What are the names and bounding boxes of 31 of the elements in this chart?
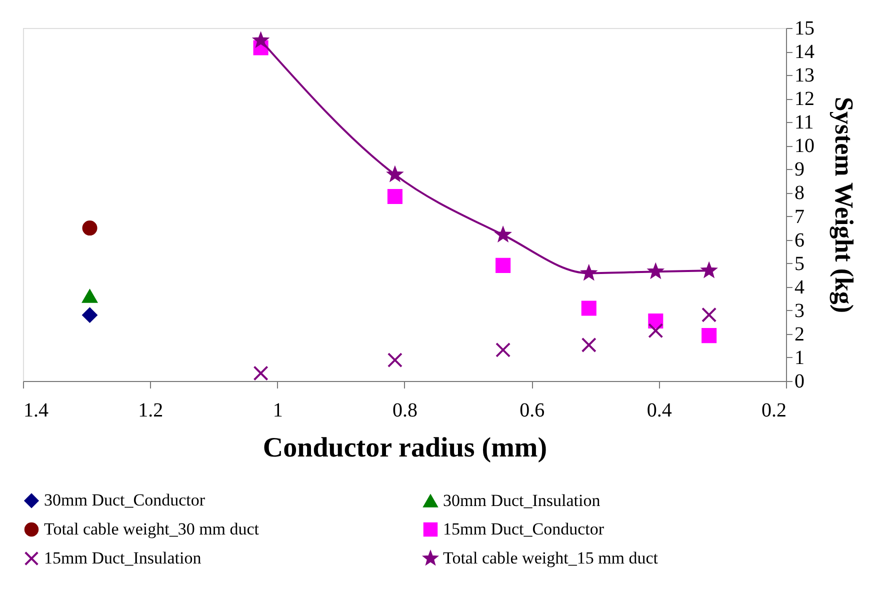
legend-label: Total cable weight_30 mm duct [44,520,260,538]
x-tick-label: 1 [272,400,283,422]
x-tick-label: 0.8 [392,400,418,422]
y-tick-label: 10 [794,135,814,158]
legend-label: 30mm Duct_Insulation [443,491,601,510]
y-tick-label: 8 [794,182,804,204]
y-tick-label: 9 [794,158,804,181]
x-tick-label: 1.4 [24,400,48,422]
y-tick-label: 14 [794,41,814,64]
y-tick-label: 7 [794,206,804,228]
y-tick-label: 4 [794,276,804,298]
x-tick-label: 0.2 [762,400,786,422]
x-tick-label: 0.6 [520,400,545,422]
y-tick-label: 0 [794,370,804,392]
x-axis-title: Conductor radius (mm) [262,432,548,464]
y-tick-label: 1 [794,346,804,369]
legend-label: 15mm Duct_Insulation [44,548,202,568]
x-tick-label: 0.4 [646,400,672,422]
y-tick-label: 5 [794,252,804,275]
y-tick-label: 3 [794,300,804,322]
legend-label: 15mm Duct_Conductor [443,520,604,538]
y-axis-title: System Weight (kg) [830,96,858,314]
y-tick-label: 6 [794,229,804,252]
legend-label: 30mm Duct_Conductor [44,490,206,510]
y-tick-label: 2 [794,323,804,346]
y-tick-label: 13 [794,64,814,87]
y-tick-label: 12 [794,88,814,110]
x-tick-label: 1.2 [138,400,164,422]
y-tick-label: 15 [794,18,814,40]
y-tick-label: 11 [794,112,814,134]
legend-label: Total cable weight_15 mm duct [443,548,658,568]
